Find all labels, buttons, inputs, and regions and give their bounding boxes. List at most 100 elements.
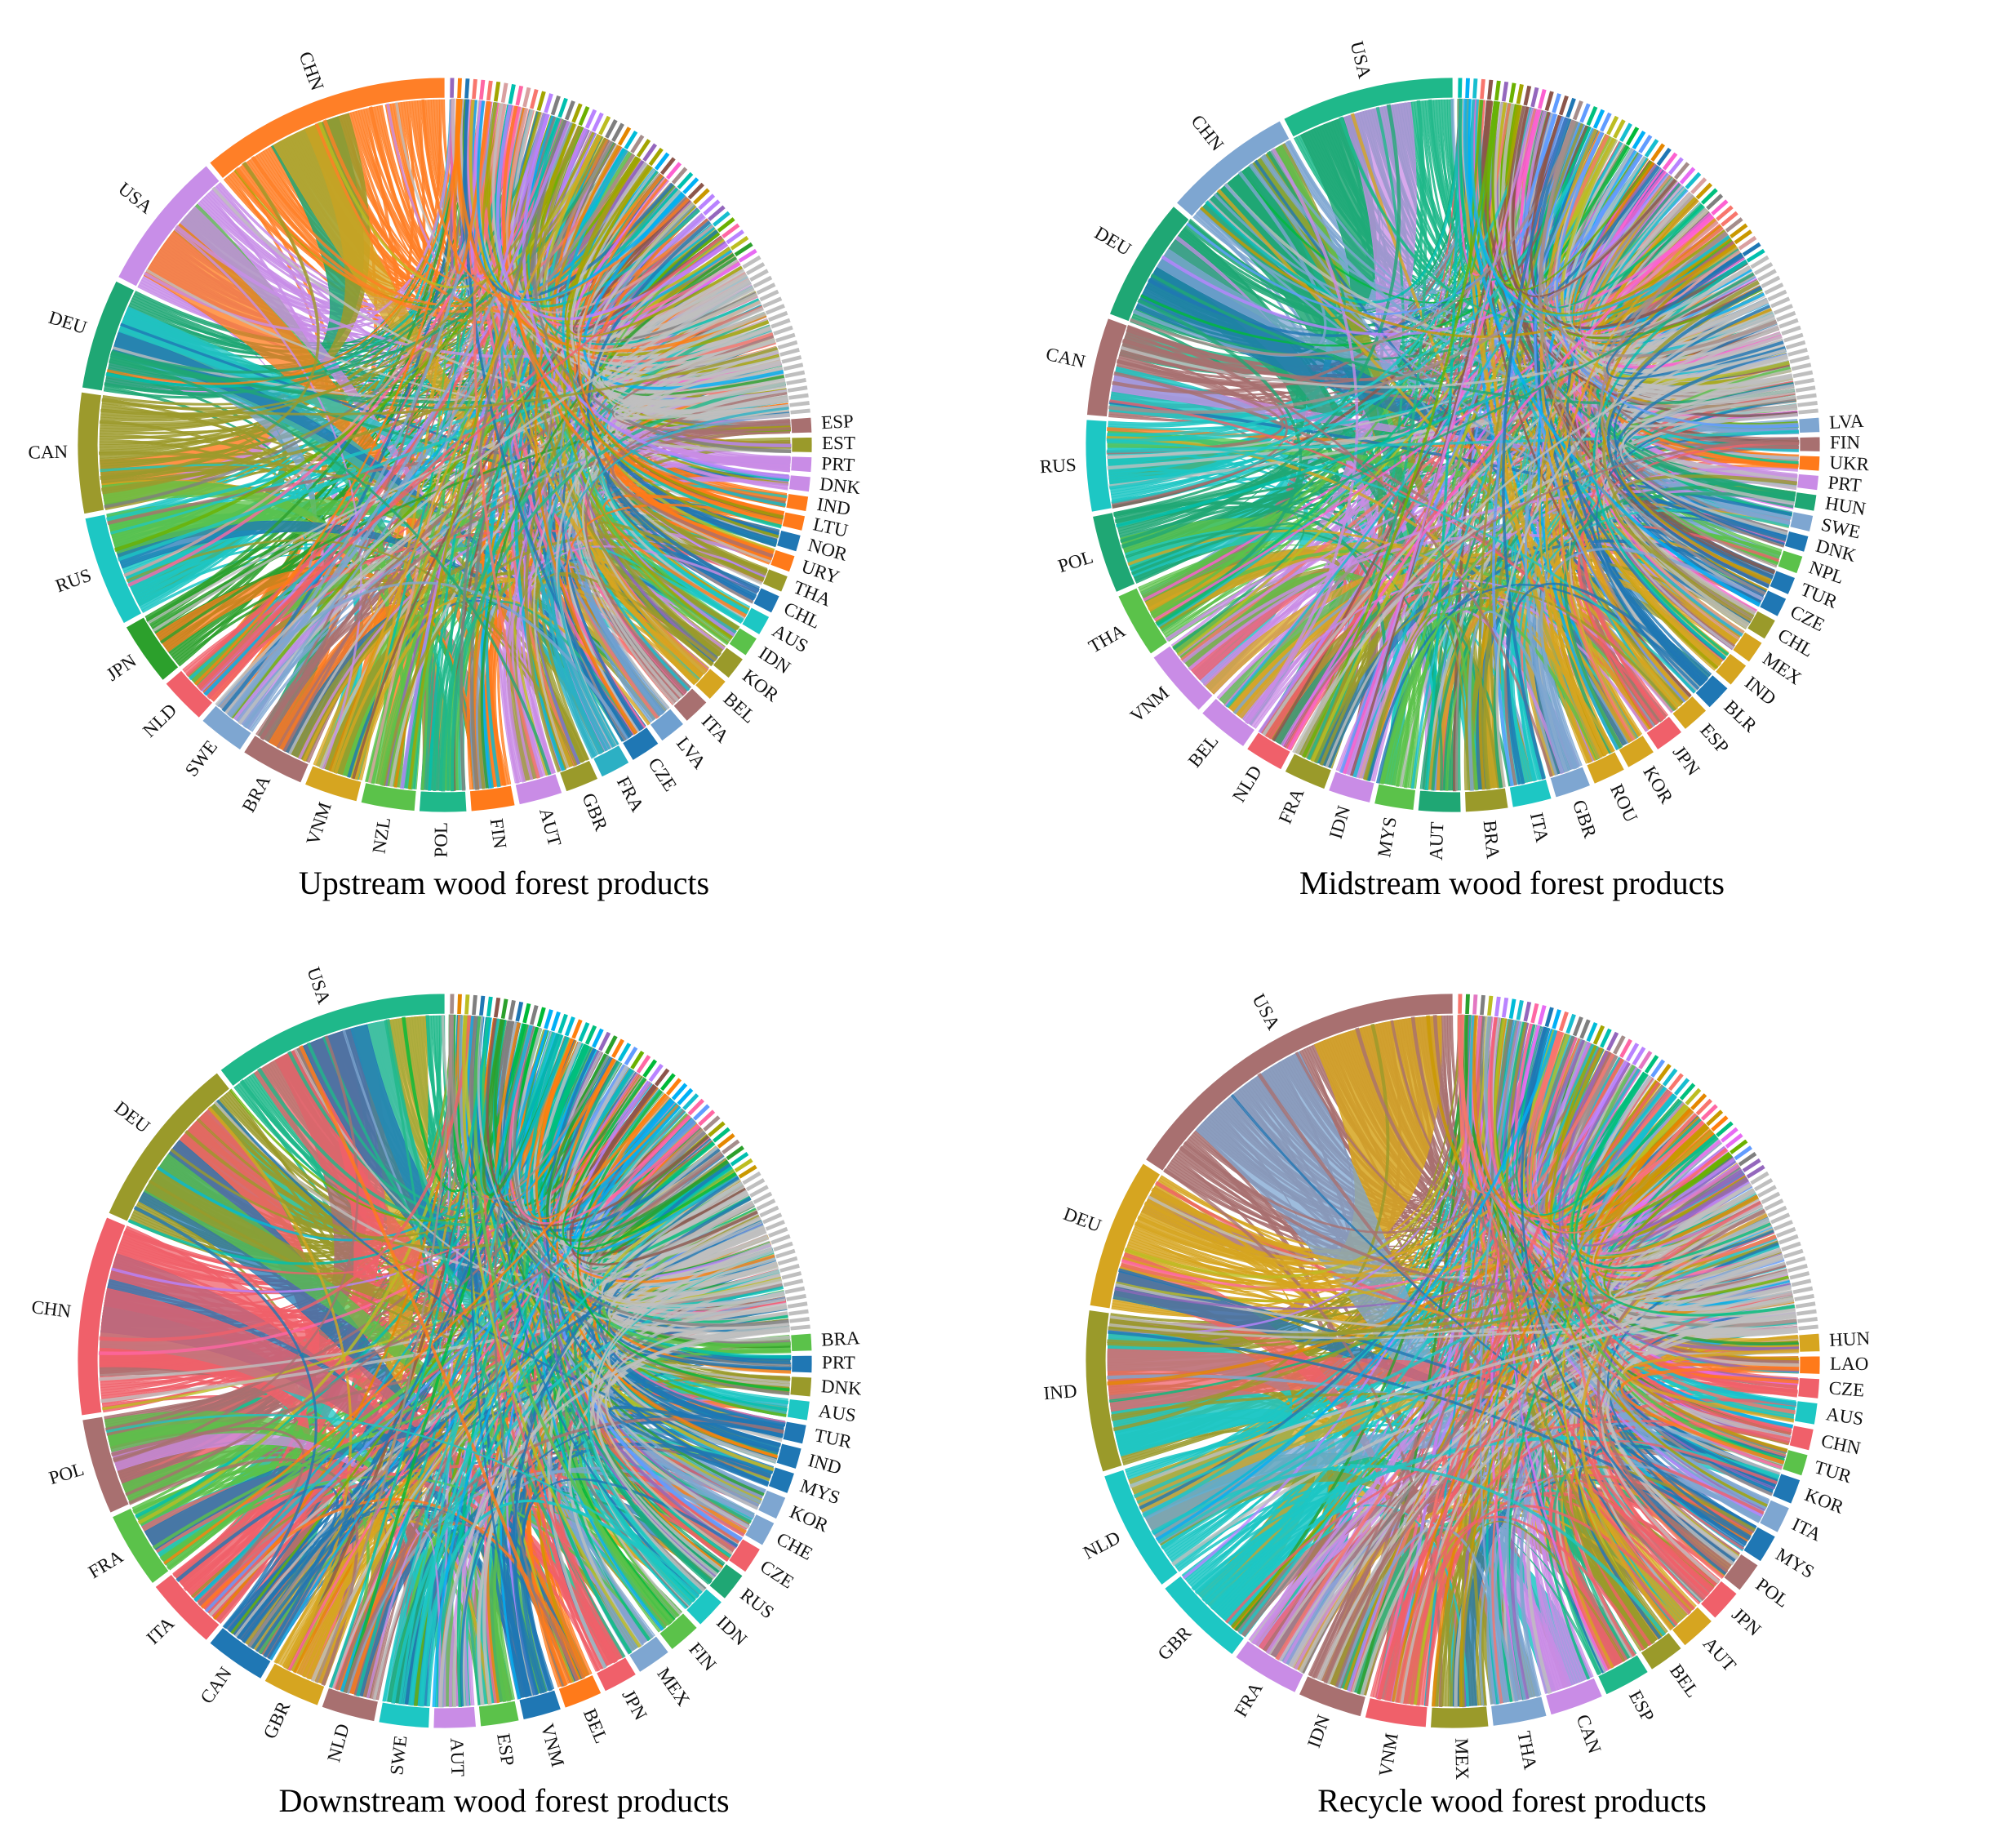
chord-line [562, 149, 787, 507]
minor-country-arc [590, 1027, 605, 1049]
chord-line [1457, 1015, 1787, 1457]
chord-line [1334, 1052, 1612, 1687]
chord-line [1539, 175, 1672, 760]
country-label: CHE [773, 1528, 815, 1564]
country-arc [264, 1662, 326, 1706]
chord-line [1108, 107, 1534, 490]
minor-country-arc [737, 1163, 758, 1180]
minor-country-arc [758, 1204, 780, 1219]
country-arc [1417, 789, 1462, 813]
chord-line [1502, 117, 1569, 780]
minor-country-arc [464, 78, 471, 100]
country-arc [1085, 419, 1112, 513]
country-label: VNM [1126, 683, 1173, 727]
country-arc [82, 1416, 130, 1514]
chord-line [482, 102, 595, 283]
chord-line [1506, 582, 1707, 785]
chord-line [229, 122, 574, 718]
minor-country-arc [1770, 296, 1792, 309]
minor-country-arc [1672, 161, 1691, 181]
minor-country-arc [744, 1176, 766, 1193]
country-label: NZL [369, 816, 395, 855]
minor-country-arc [1678, 166, 1697, 185]
country-label: GBR [1569, 798, 1601, 841]
chord-line [1578, 1080, 1788, 1453]
country-label: PRT [822, 1352, 855, 1372]
country-label: CHN [30, 1296, 73, 1322]
minor-country-arc [770, 1233, 792, 1246]
minor-country-arc [1752, 260, 1774, 277]
chord-line [548, 135, 775, 553]
chord-line [1602, 1147, 1792, 1435]
country-label: IND [806, 1450, 844, 1478]
minor-country-arc [1618, 122, 1634, 144]
country-label: BEL [1184, 731, 1223, 771]
country-arc [1374, 783, 1416, 811]
chord-line [459, 1015, 654, 1639]
chord-line [1616, 327, 1786, 394]
minor-country-arc [664, 1077, 683, 1097]
minor-country-arc [1710, 198, 1730, 217]
chord-line [1120, 300, 1770, 389]
country-arc [1645, 715, 1683, 751]
minor-country-arc [764, 1219, 786, 1232]
minor-country-arc [449, 77, 455, 99]
minor-country-arc [770, 317, 792, 330]
minor-country-arc [514, 84, 525, 107]
chord-line [1458, 1014, 1777, 1272]
minor-country-arc [1631, 129, 1647, 151]
minor-country-arc [716, 1132, 736, 1149]
country-arc [518, 1689, 562, 1721]
chord-line [604, 300, 775, 386]
minor-country-arc [776, 1255, 799, 1267]
minor-country-arc [1705, 193, 1725, 211]
minor-country-arc [1729, 222, 1749, 239]
minor-country-arc [762, 1212, 784, 1225]
chord-line [1186, 122, 1583, 315]
chord-line [106, 1154, 724, 1436]
chord-line [499, 1020, 791, 1367]
minor-country-arc [1778, 317, 1800, 330]
minor-country-arc [1737, 234, 1758, 251]
minor-country-arc [1741, 241, 1762, 258]
chord-line [1576, 1478, 1713, 1611]
minor-country-arc [1699, 187, 1719, 206]
minor-country-arc [522, 1002, 532, 1025]
country-arc [1328, 771, 1375, 803]
chord-line [1592, 260, 1748, 660]
chord-line [1545, 1047, 1709, 1229]
minor-country-arc [776, 339, 799, 351]
chord-line [463, 99, 632, 739]
minor-country-arc [471, 78, 478, 100]
chord-line [541, 560, 737, 759]
minor-country-arc [1715, 204, 1734, 222]
chord-line [106, 99, 463, 385]
chord-line [133, 1206, 317, 1629]
chord-line [604, 1327, 790, 1529]
country-label: VNM [537, 1721, 568, 1768]
minor-country-arc [635, 1053, 652, 1074]
minor-country-arc [786, 385, 809, 394]
country-arc [762, 568, 788, 593]
country-arc [628, 1635, 669, 1673]
minor-country-arc [707, 204, 726, 222]
country-label: TUR [813, 1425, 855, 1452]
chord-line [602, 1221, 766, 1294]
minor-country-arc [1792, 369, 1814, 380]
minor-country-arc [686, 1097, 706, 1117]
chord-line [1129, 272, 1755, 571]
minor-country-arc [1643, 137, 1660, 158]
country-arc [559, 759, 599, 793]
chord-line [1283, 438, 1799, 748]
chord-line [426, 1089, 661, 1707]
country-label: IND [1741, 672, 1780, 709]
chord-line [1245, 148, 1359, 725]
chord-line [606, 411, 790, 601]
minor-country-arc [616, 126, 633, 147]
minor-country-arc [1794, 385, 1817, 394]
minor-country-arc [733, 241, 754, 258]
chord-line [163, 1093, 667, 1565]
chord-panel-downstream: USA DEU CHN POL FRA ITA CAN GBR NLD SWE AUT ESP VNM B… [0, 916, 1008, 1832]
minor-country-arc [1690, 176, 1708, 196]
